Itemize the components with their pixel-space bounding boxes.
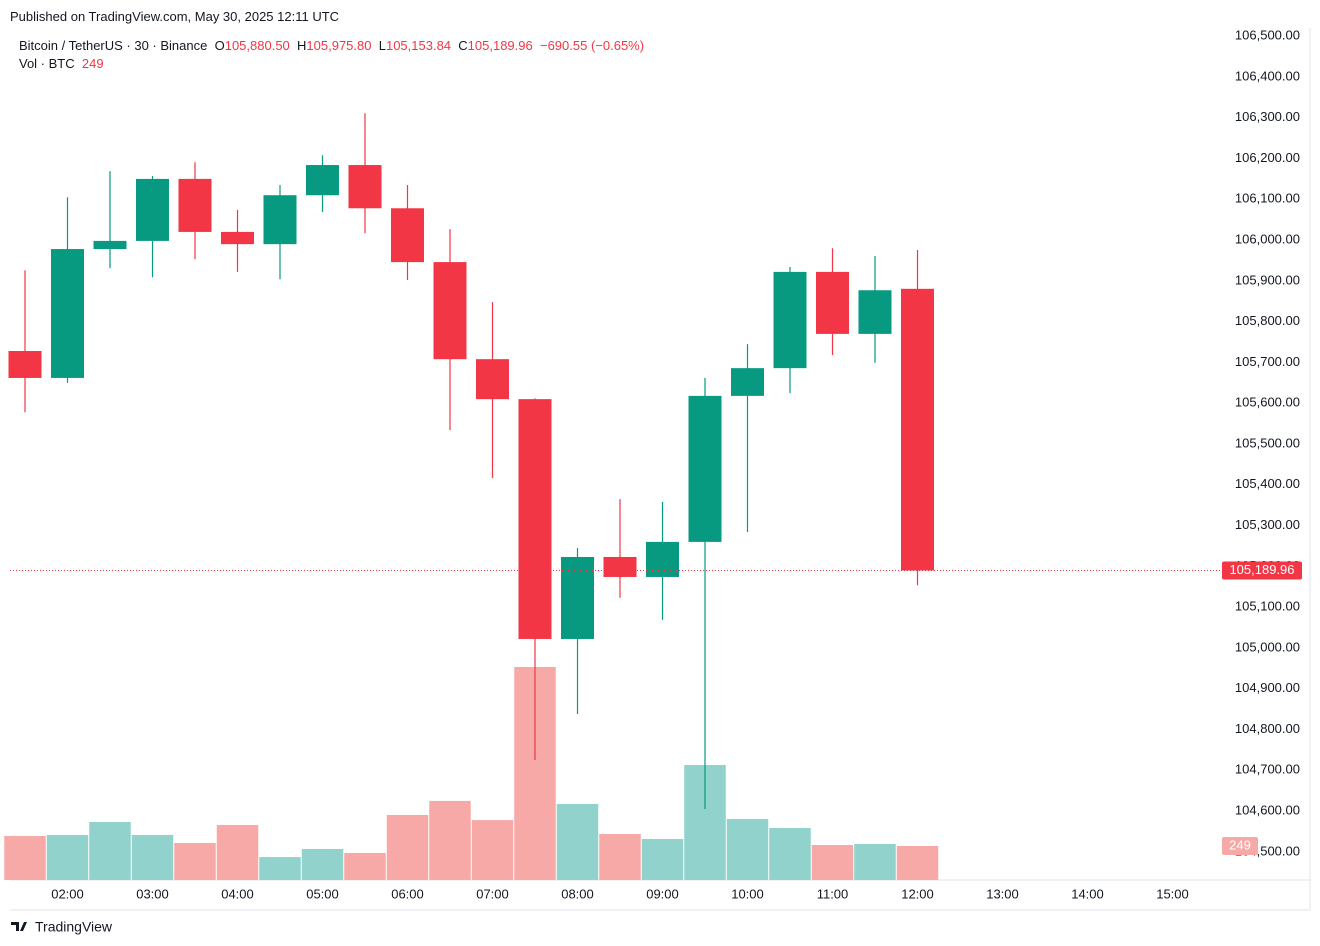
candle-body [901,288,934,571]
ohlc-key: H [297,38,307,53]
ohlc-value: 105,975.80 [306,38,372,53]
x-tick-label: 06:00 [391,886,424,901]
ohlc-value: 105,153.84 [385,38,452,53]
ohlc-key: C [458,38,468,53]
y-tick-label: 106,000.00 [1235,232,1300,247]
volume-bar [344,852,386,880]
candle-body [51,249,84,378]
ohlc-key: L [378,38,386,53]
ohlc-value: 105,880.50 [224,38,290,53]
volume-bar [726,818,769,880]
x-tick-label: 07:00 [476,886,509,901]
y-tick-label: 106,500.00 [1235,28,1300,43]
y-tick-label: 104,700.00 [1235,762,1300,777]
volume-title: Vol · BTC [19,56,75,71]
candle-body [391,208,424,263]
volume-legend: Vol · BTC 249 [19,56,104,71]
y-tick-label: 106,200.00 [1235,150,1300,165]
candle-body [518,399,552,639]
volume-tag-label: 249 [1229,837,1251,852]
x-tick-label: 02:00 [51,886,84,901]
x-tick-label: 13:00 [986,886,1019,901]
volume-bar [429,800,471,880]
volume-bar [599,833,641,880]
y-tick-label: 105,500.00 [1235,435,1300,450]
last-price-tag [1222,561,1302,580]
y-tick-label: 105,400.00 [1235,476,1300,491]
candle-body [603,556,637,577]
y-tick-label: 105,800.00 [1235,313,1300,328]
candle-body [646,541,679,577]
volume-bar [386,814,429,880]
candle-body [93,240,127,250]
volume-bar [471,820,514,880]
candle-body [136,178,169,241]
brand: TradingView [35,919,113,935]
volume-value: 249 [81,56,104,71]
volume-bars [4,666,939,880]
volume-bar [896,845,939,880]
volume-bar [811,845,854,880]
volume-bar [259,857,301,880]
y-tick-label: 105,300.00 [1235,517,1300,532]
candle-body [858,290,892,334]
x-tick-label: 11:00 [817,886,849,901]
x-tick-label: 12:00 [901,886,934,901]
volume-bar [174,842,216,880]
volume-bar [46,834,89,880]
x-tick-label: 10:00 [731,886,764,901]
last-price-label: 105,189.96 [1229,562,1294,577]
volume-bar [301,849,344,880]
x-tick-label: 09:00 [646,886,679,901]
logo [11,922,27,931]
y-tick-label: 105,000.00 [1235,639,1300,654]
y-tick-label: 105,700.00 [1235,354,1300,369]
y-tick-label: 104,900.00 [1235,680,1300,695]
candle-body [476,359,509,400]
change: −690.55 (−0.65%) [539,38,645,53]
symbol: Bitcoin / TetherUS · 30 · Binance [19,38,208,53]
candle-body [8,351,42,378]
candle-body [731,368,764,396]
volume-bar [769,827,811,880]
x-tick-label: 05:00 [306,886,339,901]
legend-row: Bitcoin / TetherUS · 30 · Binance O105,8… [19,38,644,53]
volume-tag [1222,836,1258,855]
candle-body [263,195,297,245]
y-tick-label: 105,100.00 [1235,599,1300,614]
ohlc-key: O [214,38,225,53]
y-tick-label: 106,100.00 [1235,191,1300,206]
volume-bar [854,843,896,880]
y-tick-label: 106,300.00 [1235,109,1300,124]
y-tick-label: 106,400.00 [1235,68,1300,83]
ohlc-value: 105,189.96 [467,38,533,53]
x-tick-label: 15:00 [1156,886,1189,901]
candle-body [561,556,594,639]
candle-body [688,395,722,542]
publisher: Published on TradingView.com, May 30, 20… [10,9,340,24]
y-tick-label: 104,600.00 [1235,803,1300,818]
y-tick-label: 105,900.00 [1235,272,1300,287]
candle-body [433,262,467,360]
y-tick-label: 105,600.00 [1235,395,1300,410]
volume-bar [641,839,684,880]
candle-body [306,165,339,196]
volume-bar [4,836,46,880]
volume-bar [131,834,174,880]
candle-body [773,271,807,369]
x-tick-label: 14:00 [1071,886,1104,901]
y-tick-label: 104,800.00 [1235,721,1300,736]
x-tick-label: 04:00 [221,886,254,901]
candle-body [816,271,849,334]
x-tick-label: 03:00 [136,886,169,901]
volume-bar [89,821,131,880]
candle-body [348,165,382,209]
candle-body [178,178,212,232]
volume-bar [556,803,599,880]
candle-body [221,231,254,245]
volume-bar [216,824,259,880]
x-tick-label: 08:00 [561,886,594,901]
